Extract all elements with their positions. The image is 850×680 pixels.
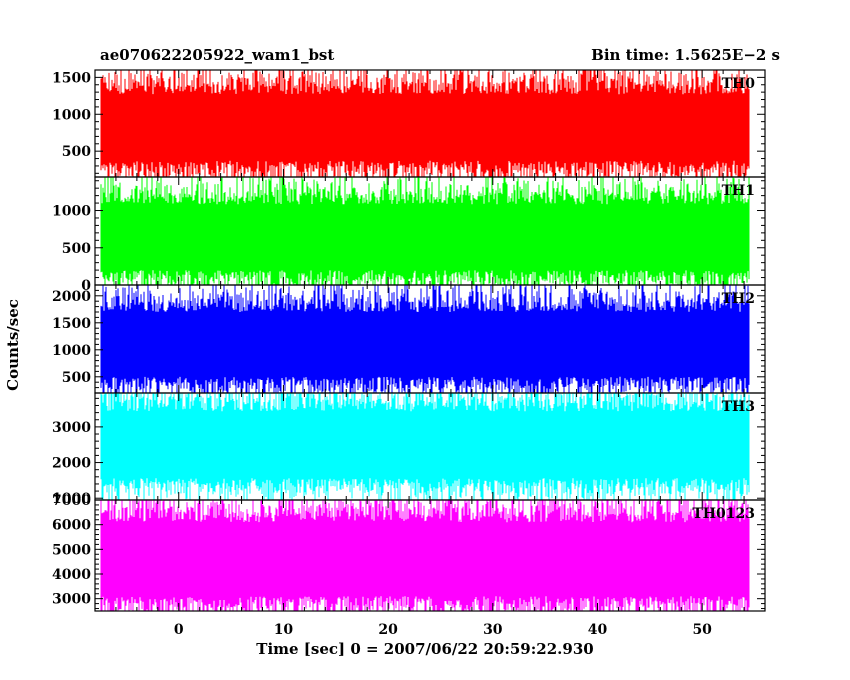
y-tick-label: 500 [62,370,91,386]
plot-title: ae070622205922_wam1_bst [100,46,334,64]
y-tick-label: 7000 [52,493,91,509]
series-th3 [100,393,750,500]
y-tick-label: 0 [81,278,91,294]
x-tick-label: 0 [174,622,184,638]
y-tick-label: 4000 [52,567,91,583]
panel-name-label: TH0123 [692,506,755,522]
series-th1 [100,177,750,285]
y-tick-label: 1500 [52,316,91,332]
x-tick-label: 20 [378,622,398,638]
x-tick-label: 30 [483,622,503,638]
panel-th3: 1000 2000 3000 TH3 [52,392,766,507]
x-tick-label: 10 [274,622,294,638]
y-tick-label: 1000 [52,491,91,507]
y-tick-label: 500 [62,144,91,160]
y-tick-label: 2000 [52,456,91,472]
y-tick-label: 3000 [52,592,91,608]
y-tick-label: 1000 [52,343,91,359]
x-axis-ticks: 0 10 20 30 40 50 [174,622,712,638]
panel-th1: 0 500 1000 TH1 [52,176,766,294]
y-tick-label: 6000 [52,518,91,534]
series-th2 [100,285,750,393]
y-axis-title: Counts/sec [4,299,22,391]
y-tick-label: 1500 [52,70,91,86]
panel-name-label: TH1 [722,183,755,199]
panel-name-label: TH3 [722,399,755,415]
panel-name-label: TH0 [722,76,756,92]
y-tick-label: 3000 [52,420,91,436]
y-tick-label: 500 [62,241,91,257]
panel-th0: 500 1000 1500 TH0 [52,69,766,178]
x-tick-label: 40 [588,622,608,638]
bin-time-label: Bin time: 1.5625E−2 s [591,46,780,64]
y-tick-label: 5000 [52,542,91,558]
x-axis-title: Time [sec] 0 = 2007/06/22 20:59:22.930 [256,640,593,658]
y-tick-label: 2000 [52,289,91,305]
y-tick-label: 1000 [52,204,91,220]
x-tick-label: 50 [692,622,712,638]
series-th0123 [100,500,750,611]
series-th0 [100,70,750,177]
panels: 500 1000 1500 TH0 0 500 1000 TH1 500 1000 1500 2000… [52,69,766,612]
panel-th0123: 3000 4000 5000 6000 7000 TH0123 [52,493,766,612]
panel-name-label: TH2 [722,291,755,307]
y-tick-label: 1000 [52,107,91,123]
